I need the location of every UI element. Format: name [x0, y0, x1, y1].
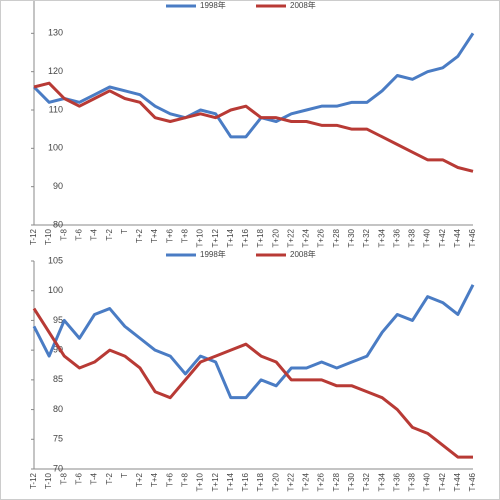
x-tick-label: T [120, 473, 129, 478]
x-tick-label: T+16 [241, 228, 250, 247]
x-tick-label: T-8 [59, 472, 68, 484]
x-tick-label: T+12 [211, 228, 220, 247]
x-tick-label: T+26 [317, 228, 326, 247]
x-tick-label: T+40 [423, 228, 432, 247]
y-tick-label: 100 [48, 285, 63, 295]
legend-label: 2008年 [290, 249, 316, 259]
x-tick-label: T-10 [44, 228, 53, 245]
x-tick-label: T+42 [438, 228, 447, 247]
x-tick-label: T+24 [302, 228, 311, 247]
x-tick-label: T+6 [165, 472, 174, 487]
x-tick-label: T+8 [180, 228, 189, 243]
x-tick-label: T+32 [362, 228, 371, 247]
legend-label: 1998年 [200, 249, 226, 259]
x-tick-label: T+38 [408, 472, 417, 491]
line-series [32, 32, 475, 139]
y-tick-label: 95 [53, 315, 63, 325]
y-tick-label: 80 [53, 219, 63, 229]
x-tick-label: T-2 [105, 228, 114, 240]
y-tick-label: 130 [48, 28, 63, 38]
x-tick-label: T+10 [196, 228, 205, 247]
y-tick-label: 105 [48, 255, 63, 265]
line-series [32, 307, 473, 459]
y-tick-label: 80 [53, 404, 63, 414]
y-tick-label: 90 [53, 181, 63, 191]
x-tick-label: T+46 [468, 472, 477, 491]
x-tick-label: T+12 [211, 472, 220, 491]
x-tick-label: T+36 [392, 228, 401, 247]
x-tick-label: T+38 [408, 228, 417, 247]
x-tick-label: T+42 [438, 472, 447, 491]
legend-label: 1998年 [200, 1, 226, 10]
x-tick-label: T+24 [302, 472, 311, 491]
x-tick-label: T+22 [286, 228, 295, 247]
x-tick-label: T+20 [271, 472, 280, 491]
x-tick-label: T+22 [286, 472, 295, 491]
x-tick-label: T+30 [347, 228, 356, 247]
x-tick-label: T+14 [226, 472, 235, 491]
x-tick-label: T+6 [165, 228, 174, 243]
x-tick-label: T+2 [135, 472, 144, 487]
x-tick-label: T [120, 229, 129, 234]
y-tick-label: 75 [53, 434, 63, 444]
x-tick-label: T-4 [90, 472, 99, 484]
x-tick-label: T-10 [44, 472, 53, 489]
y-tick-label: 70 [53, 463, 63, 473]
x-tick-label: T+40 [423, 472, 432, 491]
y-tick-label: 90 [53, 345, 63, 355]
x-tick-label: T-4 [90, 228, 99, 240]
y-tick-label: 100 [48, 143, 63, 153]
x-tick-label: T-8 [59, 228, 68, 240]
y-tick-label: 120 [48, 66, 63, 76]
x-tick-label: T+32 [362, 472, 371, 491]
x-tick-label: T-6 [75, 228, 84, 240]
x-tick-label: T+28 [332, 472, 341, 491]
x-tick-label: T+44 [453, 472, 462, 491]
x-tick-label: T+30 [347, 472, 356, 491]
x-tick-label: T+2 [135, 228, 144, 243]
x-tick-label: T+4 [150, 472, 159, 487]
x-tick-label: T+36 [392, 472, 401, 491]
x-tick-label: T+14 [226, 228, 235, 247]
x-tick-label: T+20 [271, 228, 280, 247]
line-series [32, 284, 475, 400]
x-tick-label: T+16 [241, 472, 250, 491]
x-tick-label: T+44 [453, 228, 462, 247]
x-tick-label: T-12 [29, 228, 38, 245]
x-tick-label: T-6 [75, 472, 84, 484]
x-tick-label: T+34 [377, 472, 386, 491]
x-tick-label: T+26 [317, 472, 326, 491]
x-tick-label: T+34 [377, 228, 386, 247]
y-tick-label: 85 [53, 374, 63, 384]
x-tick-label: T+4 [150, 228, 159, 243]
x-tick-label: T+8 [180, 472, 189, 487]
legend-label: 2008年 [290, 1, 316, 10]
y-tick-label: 110 [49, 104, 63, 114]
x-tick-label: T-2 [105, 472, 114, 484]
x-tick-label: T-12 [29, 472, 38, 489]
x-tick-label: T+18 [256, 472, 265, 491]
x-tick-label: T+28 [332, 228, 341, 247]
x-tick-label: T+10 [196, 472, 205, 491]
x-tick-label: T+46 [468, 228, 477, 247]
x-tick-label: T+18 [256, 228, 265, 247]
line-series [33, 81, 474, 173]
